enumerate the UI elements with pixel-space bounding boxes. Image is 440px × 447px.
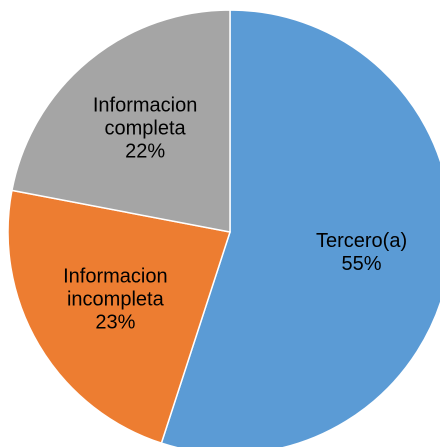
- slice-label: Informacion completa 22%: [70, 95, 220, 164]
- category-label: Informacion completa: [92, 94, 198, 140]
- slice-label: Tercero(a) 55%: [287, 230, 437, 276]
- value-label: 23%: [95, 311, 136, 334]
- value-label: 22%: [125, 140, 166, 163]
- category-label: Informacion incompleta: [63, 265, 168, 311]
- pie-slice: [11, 9, 231, 233]
- value-label: 55%: [341, 252, 382, 275]
- pie-slice: [7, 189, 231, 445]
- pie-slice: [160, 9, 440, 447]
- category-label: Tercero(a): [315, 229, 408, 252]
- slice-label: Informacion incompleta 23%: [40, 265, 190, 334]
